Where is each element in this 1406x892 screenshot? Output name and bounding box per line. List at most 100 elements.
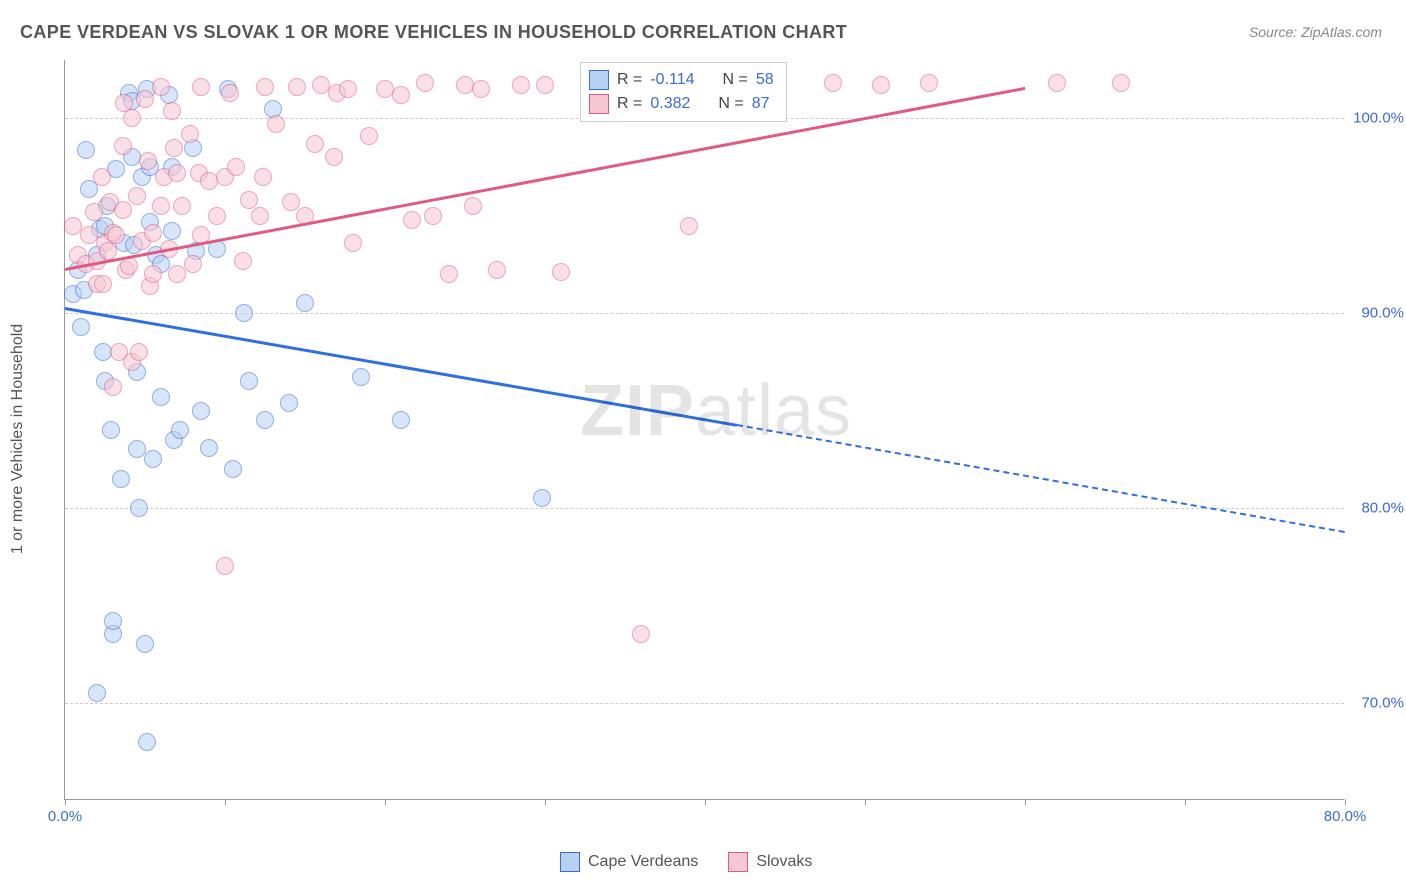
data-point	[632, 625, 650, 643]
data-point	[251, 207, 269, 225]
data-point	[824, 74, 842, 92]
data-point	[130, 499, 148, 517]
data-point	[136, 90, 154, 108]
data-point	[144, 224, 162, 242]
data-point	[144, 450, 162, 468]
data-point	[512, 76, 530, 94]
x-tick-mark	[1345, 799, 1346, 805]
correlation-legend-box: R = -0.114 N = 58 R = 0.382 N = 87	[580, 62, 787, 122]
x-tick-mark	[385, 799, 386, 805]
data-point	[282, 193, 300, 211]
data-point	[104, 612, 122, 630]
data-point	[152, 197, 170, 215]
data-point	[224, 460, 242, 478]
data-point	[344, 234, 362, 252]
correlation-row-slovak: R = 0.382 N = 87	[589, 92, 774, 116]
data-point	[163, 102, 181, 120]
data-point	[440, 265, 458, 283]
data-point	[192, 78, 210, 96]
data-point	[200, 439, 218, 457]
data-point	[123, 109, 141, 127]
swatch-capeverdean	[589, 70, 609, 90]
data-point	[456, 76, 474, 94]
data-point	[93, 168, 111, 186]
swatch-slovak	[589, 94, 609, 114]
data-point	[240, 191, 258, 209]
data-point	[296, 294, 314, 312]
x-tick-mark	[865, 799, 866, 805]
data-point	[392, 411, 410, 429]
x-tick-mark	[65, 799, 66, 805]
x-tick-label: 80.0%	[1324, 808, 1367, 825]
y-axis-title: 1 or more Vehicles in Household	[9, 324, 27, 554]
data-point	[234, 252, 252, 270]
n-label: N =	[718, 95, 743, 113]
data-point	[1048, 74, 1066, 92]
data-point	[680, 217, 698, 235]
y-tick-label: 70.0%	[1350, 694, 1404, 711]
data-point	[360, 127, 378, 145]
data-point	[152, 78, 170, 96]
data-point	[136, 635, 154, 653]
trend-line	[65, 307, 738, 427]
chart-title: CAPE VERDEAN VS SLOVAK 1 OR MORE VEHICLE…	[20, 22, 847, 43]
data-point	[488, 261, 506, 279]
source-attribution: Source: ZipAtlas.com	[1249, 24, 1382, 40]
n-value: 87	[752, 95, 770, 113]
data-point	[403, 211, 421, 229]
data-point	[107, 226, 125, 244]
data-point	[552, 263, 570, 281]
data-point	[112, 470, 130, 488]
x-tick-mark	[225, 799, 226, 805]
data-point	[339, 80, 357, 98]
data-point	[130, 343, 148, 361]
data-point	[288, 78, 306, 96]
trend-line-extrapolated	[737, 424, 1345, 533]
data-point	[138, 733, 156, 751]
y-tick-label: 90.0%	[1350, 305, 1404, 322]
correlation-row-capeverdean: R = -0.114 N = 58	[589, 68, 774, 92]
data-point	[240, 372, 258, 390]
r-label: R =	[617, 71, 642, 89]
data-point	[416, 74, 434, 92]
data-point	[165, 139, 183, 157]
data-point	[392, 86, 410, 104]
data-point	[256, 411, 274, 429]
data-point	[94, 275, 112, 293]
data-point	[99, 242, 117, 260]
data-point	[472, 80, 490, 98]
data-point	[920, 74, 938, 92]
x-tick-mark	[705, 799, 706, 805]
data-point	[216, 557, 234, 575]
data-point	[181, 125, 199, 143]
data-point	[104, 378, 122, 396]
data-point	[171, 421, 189, 439]
legend-label: Slovaks	[756, 853, 812, 871]
data-point	[144, 265, 162, 283]
data-point	[325, 148, 343, 166]
legend-item-slovak: Slovaks	[728, 852, 812, 872]
data-point	[168, 265, 186, 283]
x-tick-label: 0.0%	[48, 808, 82, 825]
data-point	[173, 197, 191, 215]
data-point	[352, 368, 370, 386]
gridline-horizontal	[65, 703, 1344, 704]
data-point	[208, 207, 226, 225]
n-value: 58	[756, 71, 774, 89]
r-value: -0.114	[650, 71, 694, 89]
data-point	[114, 137, 132, 155]
data-point	[152, 388, 170, 406]
data-point	[88, 684, 106, 702]
data-point	[128, 440, 146, 458]
legend-label: Cape Verdeans	[588, 853, 698, 871]
data-point	[192, 402, 210, 420]
data-point	[139, 152, 157, 170]
swatch-capeverdean	[560, 852, 580, 872]
data-point	[102, 421, 120, 439]
data-point	[114, 201, 132, 219]
n-label: N =	[723, 71, 748, 89]
data-point	[1112, 74, 1130, 92]
data-point	[254, 168, 272, 186]
data-point	[184, 255, 202, 273]
r-label: R =	[617, 95, 642, 113]
